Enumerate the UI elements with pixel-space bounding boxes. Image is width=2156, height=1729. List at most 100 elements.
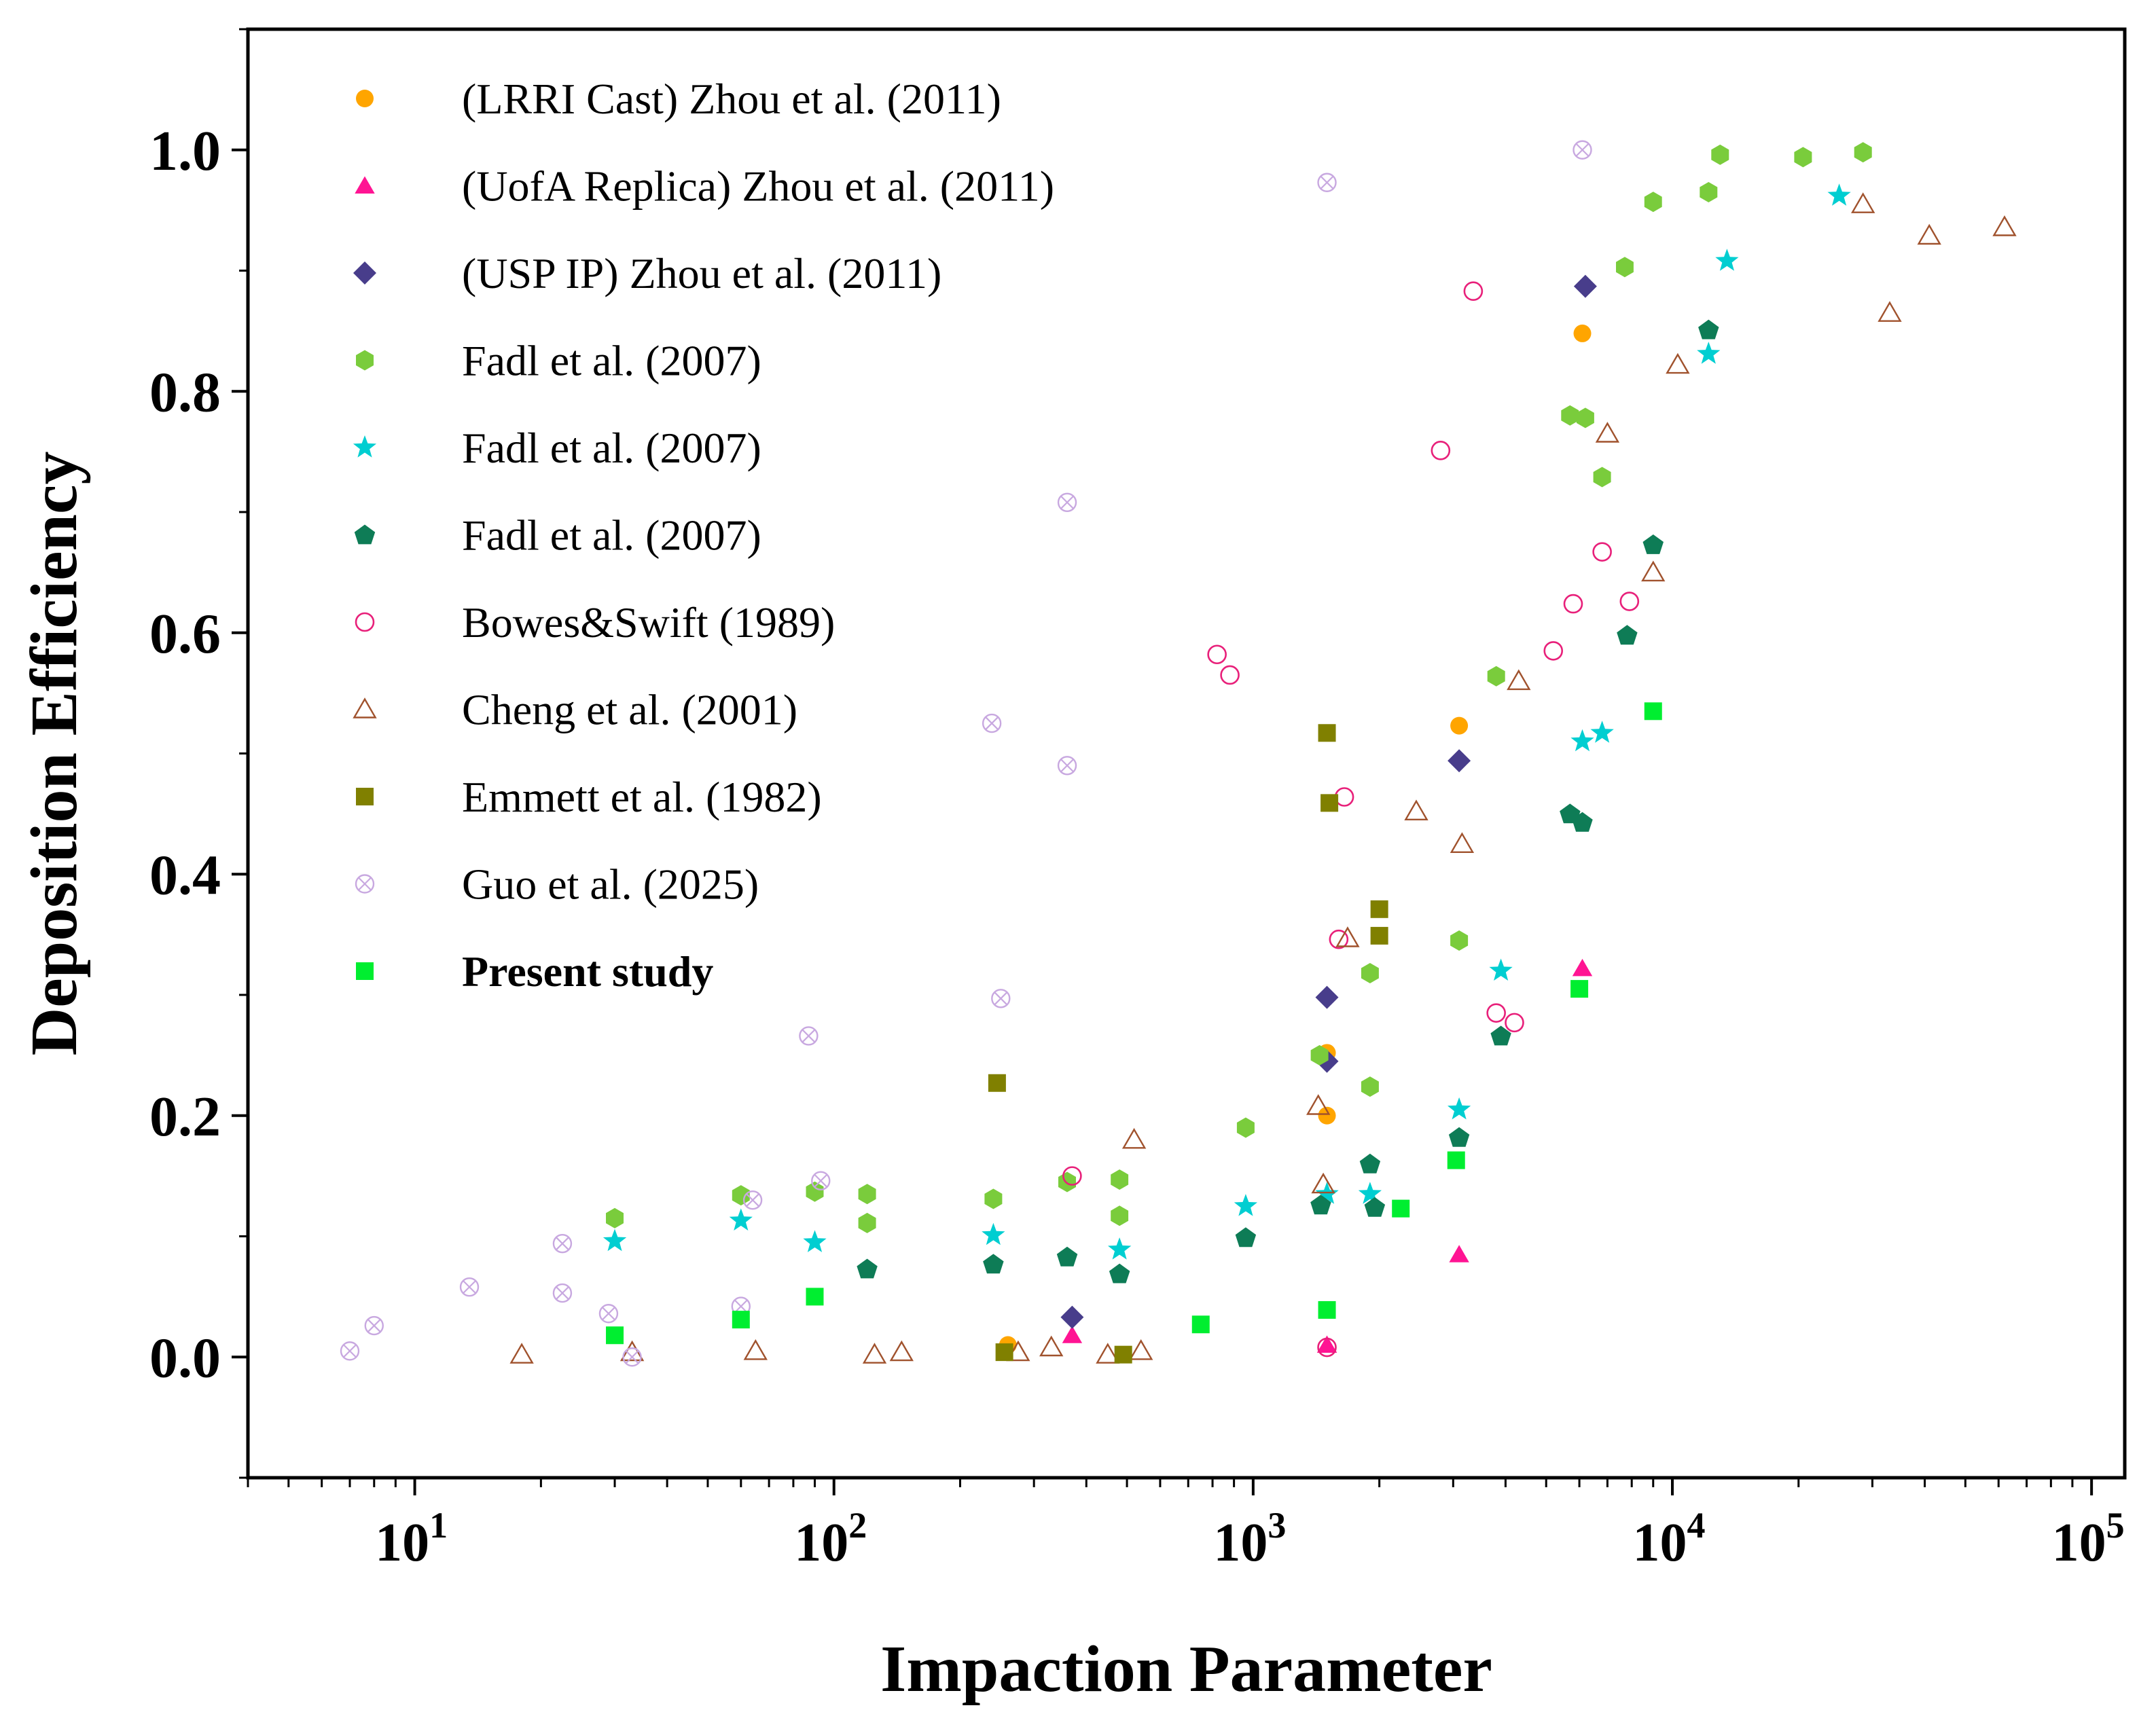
data-point [1235,1227,1257,1248]
data-marks [340,140,2017,1367]
legend-marker [355,612,375,632]
data-point [552,1233,573,1254]
data-point [1311,1172,1335,1194]
data-point [862,1343,887,1364]
x-tick-label: 105 [2052,1505,2125,1573]
legend-entry: (UofA Replica) Zhou et al. (2011) [355,162,1054,211]
data-point [1335,926,1360,947]
data-point [1315,985,1339,1009]
data-point [1096,1343,1120,1364]
data-point [1329,929,1349,949]
data-point [742,1190,763,1210]
data-point [1700,182,1718,202]
data-point [1317,172,1337,192]
data-point [1318,1106,1336,1125]
data-point [1505,1013,1524,1033]
data-point [1616,257,1634,278]
series-1-marks [1062,958,1593,1353]
data-point [1570,729,1594,752]
data-point [1114,1345,1132,1364]
data-point [1310,1195,1331,1215]
legend-marker [356,788,374,805]
data-point [552,1283,573,1303]
data-point [1711,144,1729,165]
data-point [459,1277,480,1297]
legend-marker [353,261,376,285]
data-point [858,1212,876,1233]
data-point [1543,641,1564,661]
legend-entry: Guo et al. (2025) [355,860,759,909]
data-point [1448,1097,1471,1120]
data-point [1590,721,1614,743]
data-point [1644,192,1662,213]
data-point [1361,963,1379,983]
data-point [1592,542,1612,562]
data-point [1364,1197,1386,1217]
data-point [1715,249,1739,271]
data-point [340,1341,360,1361]
legend-entry: (LRRI Cast) Zhou et al. (2011) [356,75,1001,123]
series-7-marks [509,192,2017,1364]
data-point [806,1288,824,1306]
data-point [732,1311,750,1329]
data-point [509,1343,534,1364]
legend-label: Emmett et al. (1982) [462,773,822,821]
data-point [983,1254,1004,1274]
data-point [1236,1117,1255,1138]
y-tick-label: 0.8 [149,361,221,424]
legend-label: Present study [462,947,713,996]
data-point [1666,352,1690,374]
data-point [1056,1246,1078,1267]
legend-entry: Emmett et al. (1982) [356,773,822,821]
data-point [1697,342,1721,364]
data-point [982,713,1002,733]
legend-marker [355,176,375,194]
data-point [1917,223,1941,245]
data-point [991,989,1011,1008]
data-point [1392,1199,1410,1218]
y-tick-label: 0.0 [149,1326,221,1389]
legend-marker [353,697,377,718]
legend-entry: Fadl et al. (2007) [356,337,761,385]
data-point [1039,1335,1064,1357]
data-point [1619,592,1640,611]
data-point [1060,1305,1084,1329]
data-point [1447,1151,1465,1169]
data-point [1992,215,2017,236]
legend-entry: Cheng et al. (2001) [353,686,797,734]
legend-label: Guo et al. (2025) [462,860,759,909]
data-point [1561,405,1579,426]
x-axis-label: Impaction Parameter [880,1633,1492,1706]
data-point [732,1185,750,1206]
data-point [1318,1300,1336,1319]
data-point [1576,407,1594,429]
data-point [603,1228,627,1252]
data-point [995,1343,1013,1362]
data-point [1573,274,1597,298]
legend-entry: Bowes&Swift (1989) [355,598,835,647]
data-point [1057,756,1077,776]
data-point [1129,1339,1153,1360]
data-point [1450,716,1469,735]
y-tick-label: 1.0 [149,120,221,183]
data-point [1563,594,1583,614]
legend-label: Cheng et al. (2001) [462,686,797,734]
data-point [1854,142,1872,163]
legend-marker [354,524,376,545]
legend-marker [356,90,374,107]
data-point [1570,980,1589,998]
data-point [1062,1326,1083,1343]
data-point [598,1304,619,1324]
data-point [606,1326,624,1345]
data-point [1320,794,1339,812]
data-point [1698,319,1719,340]
x-tick-label: 101 [375,1505,448,1573]
data-point [1617,625,1638,645]
data-point [1359,1153,1381,1173]
legend-entry: (USP IP) Zhou et al. (2011) [353,249,941,297]
data-point [1111,1169,1129,1190]
data-point [1207,644,1227,665]
data-point [1595,422,1620,443]
legend-marker [353,435,377,458]
